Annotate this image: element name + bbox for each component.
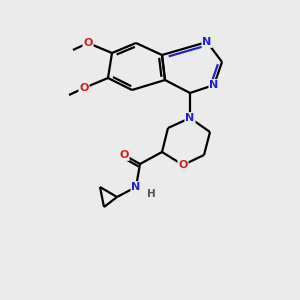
Text: O: O xyxy=(79,83,89,93)
Text: H: H xyxy=(147,189,155,199)
Text: O: O xyxy=(83,38,93,48)
Text: N: N xyxy=(209,80,219,90)
Text: O: O xyxy=(119,150,129,160)
Text: N: N xyxy=(202,37,211,47)
Text: N: N xyxy=(185,113,195,123)
Text: O: O xyxy=(178,160,188,170)
Text: N: N xyxy=(131,182,141,192)
